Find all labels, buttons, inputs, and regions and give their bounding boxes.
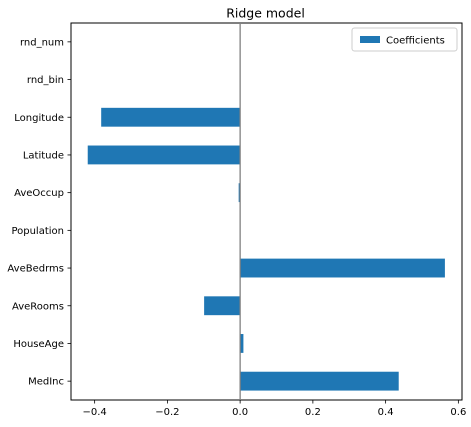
bar-houseage [240, 334, 244, 353]
x-tick-label: −0.2 [155, 407, 179, 418]
bar-longitude [101, 107, 241, 127]
y-tick-label: Longitude [14, 113, 64, 124]
x-tick-label: −0.4 [82, 407, 106, 418]
y-tick-label: Population [11, 226, 64, 237]
y-tick-label: Latitude [23, 150, 64, 161]
plot-area [70, 22, 463, 401]
y-tick-label: AveRooms [12, 301, 64, 312]
legend: Coefficients [351, 27, 458, 52]
legend-box [351, 27, 458, 52]
chart-title: Ridge model [226, 6, 305, 21]
y-tick-label: rnd_bin [27, 75, 64, 86]
bar-medinc [240, 371, 399, 391]
bar-latitude [87, 145, 241, 165]
x-tick-label: 0.6 [450, 407, 466, 418]
bar-avebedrms [240, 258, 445, 278]
bars [87, 107, 445, 391]
x-tick-label: 0.4 [378, 407, 394, 418]
y-tick-label: MedInc [28, 377, 64, 388]
y-tick-label: HouseAge [13, 339, 64, 350]
x-tick-label: 0.0 [232, 407, 248, 418]
legend-label: Coefficients [386, 36, 445, 47]
x-tick-label: 0.2 [305, 407, 321, 418]
legend-swatch [360, 36, 380, 43]
plot-frame [70, 22, 463, 401]
bar-averooms [204, 296, 241, 316]
y-axis: MedInc HouseAge AveRooms AveBedrms Populatio… [7, 37, 71, 388]
y-tick-label: AveOccup [14, 188, 64, 199]
bar-aveoccup [238, 183, 241, 203]
x-axis: −0.4 −0.2 0.0 0.2 0.4 0.6 [82, 400, 466, 418]
y-tick-label: AveBedrms [7, 264, 64, 275]
y-tick-label: rnd_num [20, 37, 64, 48]
